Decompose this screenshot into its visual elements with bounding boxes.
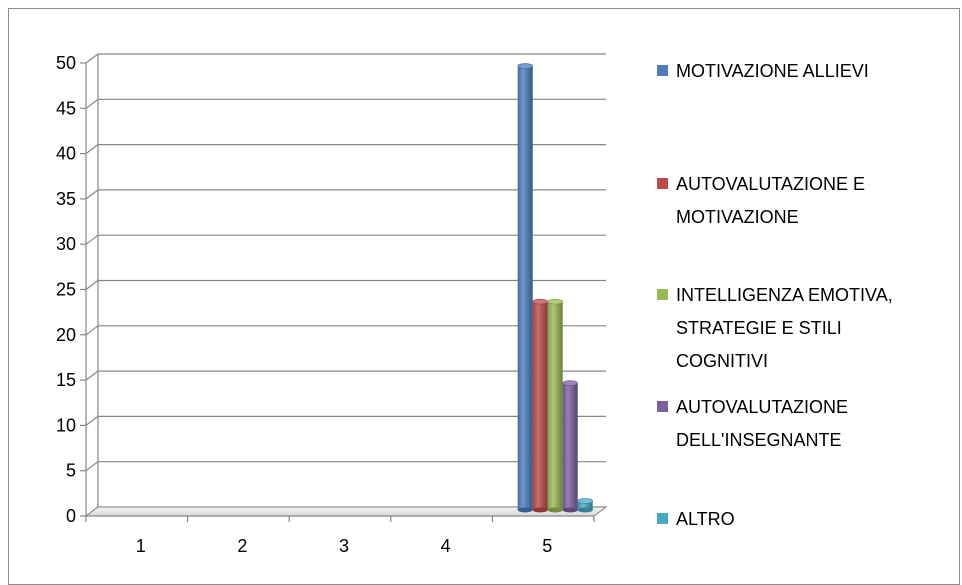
bar-top: [577, 498, 594, 504]
gridline-depth: [85, 53, 99, 64]
legend-label: AUTOVALUTAZIONE: [676, 397, 848, 417]
bar-body: [562, 383, 578, 510]
y-tick-label: 0: [66, 506, 76, 526]
legend-label: STRATEGIE E STILI: [676, 318, 842, 338]
bar-body: [547, 301, 563, 510]
y-tick-label: 5: [66, 461, 76, 481]
legend-label: MOTIVAZIONE ALLIEVI: [676, 61, 869, 81]
y-tick-label: 40: [56, 144, 76, 164]
x-tick-label: 5: [542, 536, 552, 556]
legend-label: DELL'INSEGNANTE: [676, 430, 841, 450]
bars: [517, 63, 594, 513]
legend-swatch: [657, 513, 668, 524]
legend-item: MOTIVAZIONE ALLIEVI: [657, 61, 869, 81]
chart-area: 0 5 10 15 20 25 30 35 40 45 50 1 2 3 4 5 MOTIVAZIONE AL…: [8, 8, 960, 585]
x-tick-label: 1: [136, 536, 146, 556]
legend-item: AUTOVALUTAZIONE E MOTIVAZIONE: [657, 174, 865, 227]
y-tick-label: 20: [56, 325, 76, 345]
y-tick-label: 25: [56, 280, 76, 300]
bar-body: [517, 66, 533, 510]
bar-bottom: [562, 507, 578, 513]
bar-top: [517, 63, 534, 69]
bar: [577, 498, 594, 513]
legend-label: INTELLIGENZA EMOTIVA,: [676, 285, 893, 305]
legend-label: ALTRO: [676, 509, 735, 529]
bar: [532, 298, 549, 513]
gridline-depth: [85, 461, 99, 472]
bar-bottom: [547, 507, 563, 513]
y-tick-label: 45: [56, 98, 76, 118]
legend-item: ALTRO: [657, 509, 735, 529]
legend-label: MOTIVAZIONE: [676, 207, 799, 227]
bar-bottom: [577, 507, 593, 513]
gridline-depth: [85, 280, 99, 290]
legend-swatch: [657, 401, 668, 412]
gridline-depth: [85, 325, 99, 336]
gridline-depth: [85, 370, 99, 381]
bar: [517, 63, 534, 513]
legend-swatch: [657, 65, 668, 76]
legend-label: COGNITIVI: [676, 351, 768, 371]
legend-label: AUTOVALUTAZIONE E: [676, 174, 865, 194]
bar-body: [532, 301, 548, 510]
gridline-depth: [85, 144, 99, 155]
y-tick-label: 15: [56, 370, 76, 390]
y-tick-label: 10: [56, 415, 76, 435]
bar-bottom: [517, 507, 533, 513]
bar: [562, 380, 579, 513]
y-tick-label: 50: [56, 53, 76, 73]
legend-item: AUTOVALUTAZIONE DELL'INSEGNANTE: [657, 397, 848, 450]
bar-bottom: [532, 507, 548, 513]
bar: [547, 298, 564, 513]
y-tick-label: 30: [56, 234, 76, 254]
gridline-depth: [85, 415, 99, 426]
x-tick-label: 3: [339, 536, 349, 556]
gridline-depth: [85, 234, 99, 245]
gridline-depth: [85, 189, 99, 200]
bar-top: [532, 298, 549, 305]
bar-body: [577, 500, 593, 510]
x-tick-label: 4: [441, 536, 451, 556]
legend: MOTIVAZIONE ALLIEVI AUTOVALUTAZIONE E MOTI…: [657, 61, 893, 529]
legend-swatch: [657, 178, 668, 189]
y-tick-label: 35: [56, 189, 76, 209]
legend-swatch: [657, 289, 668, 300]
x-tick-label: 2: [237, 536, 247, 556]
bar-top: [562, 380, 579, 386]
gridline-depth: [85, 98, 99, 109]
legend-item: INTELLIGENZA EMOTIVA, STRATEGIE E STILI CO…: [657, 285, 893, 371]
bar-top: [547, 298, 564, 305]
